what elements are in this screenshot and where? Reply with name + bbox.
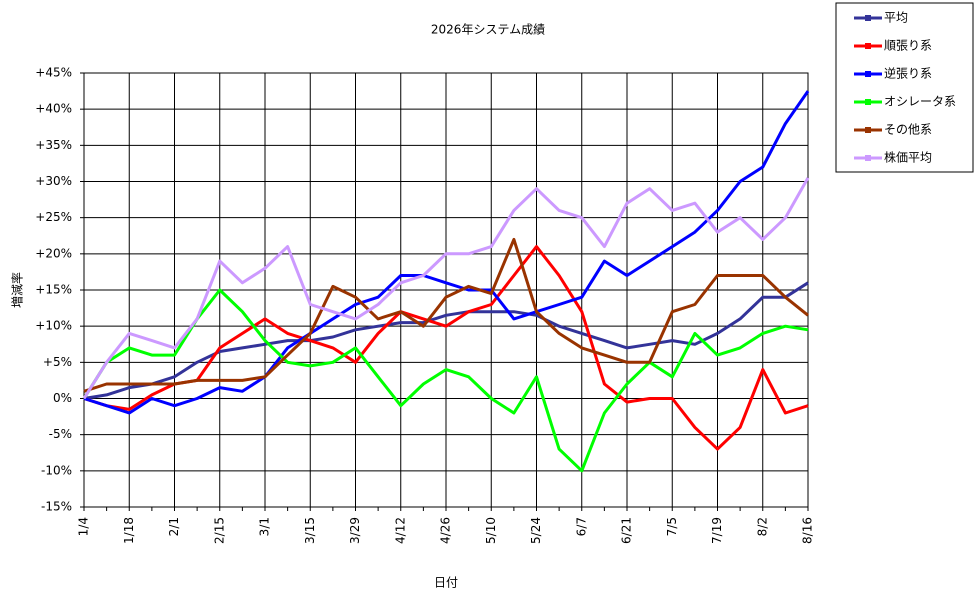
x-tick-label: 8/16	[801, 517, 815, 544]
y-tick-label: +5%	[43, 355, 72, 369]
x-tick-label: 1/18	[122, 517, 136, 544]
y-axis-label: 増減率	[10, 272, 25, 308]
legend-label: 逆張り系	[884, 66, 932, 81]
y-tick-label: -15%	[41, 500, 72, 514]
plot-frame	[83, 72, 809, 508]
x-tick-label: 8/2	[755, 517, 769, 536]
series-line	[82, 177, 810, 400]
series-line	[83, 90, 810, 415]
legend-marker	[865, 43, 871, 49]
y-tick-label: +15%	[35, 283, 72, 297]
series-line	[83, 245, 809, 451]
y-tick-label: -5%	[49, 427, 72, 441]
legend-marker	[865, 127, 871, 133]
x-tick-label: 1/4	[77, 517, 91, 536]
x-tick-label: 4/12	[393, 517, 407, 544]
y-tick-label: -10%	[41, 463, 72, 477]
legend-marker	[865, 71, 871, 77]
x-tick-label: 2/15	[212, 517, 226, 544]
x-tick-label: 7/19	[710, 517, 724, 544]
y-tick-label: +40%	[35, 102, 72, 116]
x-tick-label: 7/5	[665, 517, 679, 536]
x-tick-label: 5/10	[484, 517, 498, 544]
legend-marker	[865, 155, 871, 161]
y-tick-label: +25%	[35, 210, 72, 224]
y-tick-label: +45%	[35, 66, 72, 80]
legend-label: 順張り系	[884, 39, 932, 53]
legend-marker	[865, 99, 871, 105]
legend-label: その他系	[884, 123, 932, 137]
chart-title: 2026年システム成績	[431, 23, 545, 37]
y-tick-label: 0%	[53, 391, 72, 405]
series-line	[83, 237, 809, 393]
y-tick-label: +30%	[35, 174, 72, 188]
x-tick-label: 3/1	[258, 517, 272, 536]
y-tick-label: +10%	[35, 319, 72, 333]
legend-label: 平均	[884, 11, 908, 25]
series-line	[83, 281, 809, 400]
legend-label: 株価平均	[884, 150, 932, 165]
legend-box	[835, 2, 974, 173]
x-tick-label: 2/1	[167, 517, 181, 536]
legend-marker	[865, 15, 871, 21]
x-tick-label: 4/26	[439, 517, 453, 544]
x-tick-label: 3/29	[348, 517, 362, 544]
x-axis-label: 日付	[434, 576, 458, 590]
x-tick-label: 3/15	[303, 517, 317, 544]
y-tick-label: +35%	[35, 138, 72, 152]
series-line	[82, 288, 809, 473]
legend-label: オシレータ系	[884, 95, 956, 109]
y-tick-label: +20%	[35, 246, 72, 260]
x-tick-label: 6/7	[574, 517, 588, 536]
x-tick-label: 5/24	[529, 517, 543, 544]
x-tick-label: 6/21	[620, 517, 634, 544]
